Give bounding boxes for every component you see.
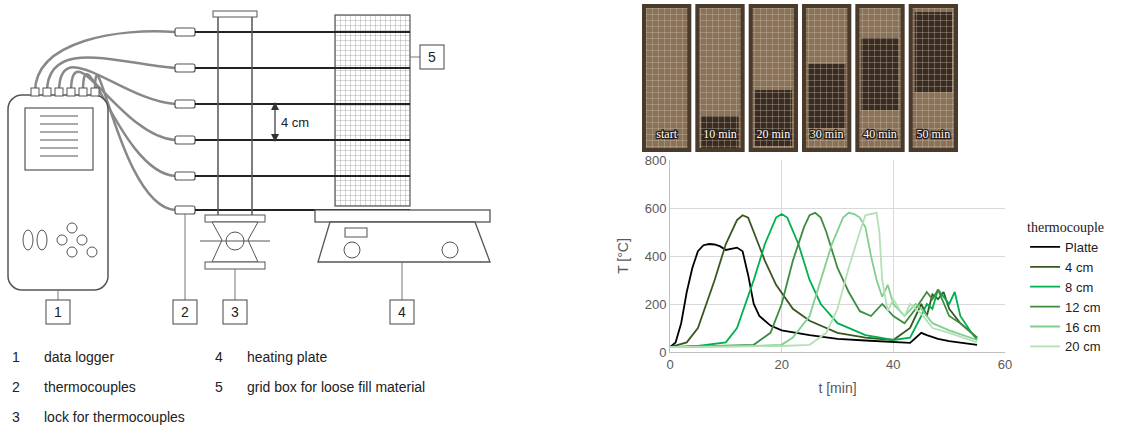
svg-text:thermocouple: thermocouple [1027, 220, 1104, 235]
svg-text:start: start [656, 127, 677, 141]
svg-text:t [min]: t [min] [818, 380, 856, 396]
svg-text:20: 20 [774, 357, 788, 372]
svg-text:50 min: 50 min [916, 127, 950, 141]
svg-text:data logger: data logger [44, 349, 114, 365]
svg-text:thermocouples: thermocouples [44, 379, 136, 395]
svg-text:40 min: 40 min [863, 127, 897, 141]
svg-text:1: 1 [12, 349, 20, 365]
svg-text:400: 400 [645, 249, 667, 264]
svg-text:16 cm: 16 cm [1065, 320, 1100, 335]
svg-text:3: 3 [231, 304, 239, 320]
svg-text:2: 2 [181, 304, 189, 320]
svg-text:60: 60 [998, 357, 1012, 372]
svg-text:T [°C]: T [°C] [615, 238, 631, 274]
svg-text:0: 0 [666, 357, 673, 372]
svg-text:3: 3 [12, 409, 20, 425]
svg-text:30 min: 30 min [810, 127, 844, 141]
svg-text:20 min: 20 min [756, 127, 790, 141]
svg-text:4: 4 [398, 304, 406, 320]
svg-text:10 min: 10 min [703, 127, 737, 141]
svg-text:5: 5 [215, 379, 223, 395]
svg-text:40: 40 [886, 357, 900, 372]
svg-text:grid box for loose fill materi: grid box for loose fill material [247, 379, 425, 395]
svg-text:1: 1 [54, 304, 62, 320]
svg-text:Platte: Platte [1065, 240, 1098, 255]
svg-text:12 cm: 12 cm [1065, 300, 1100, 315]
svg-text:4 cm: 4 cm [1065, 260, 1093, 275]
svg-text:0: 0 [659, 345, 666, 360]
svg-text:8 cm: 8 cm [1065, 280, 1093, 295]
svg-text:20 cm: 20 cm [1065, 339, 1100, 354]
svg-text:5: 5 [428, 49, 436, 65]
svg-text:600: 600 [645, 201, 667, 216]
svg-text:heating plate: heating plate [247, 349, 327, 365]
svg-text:200: 200 [645, 297, 667, 312]
svg-text:lock for thermocouples: lock for thermocouples [44, 409, 185, 425]
svg-text:4: 4 [215, 349, 223, 365]
svg-text:2: 2 [12, 379, 20, 395]
svg-text:4 cm: 4 cm [281, 115, 309, 130]
svg-text:800: 800 [645, 153, 667, 168]
